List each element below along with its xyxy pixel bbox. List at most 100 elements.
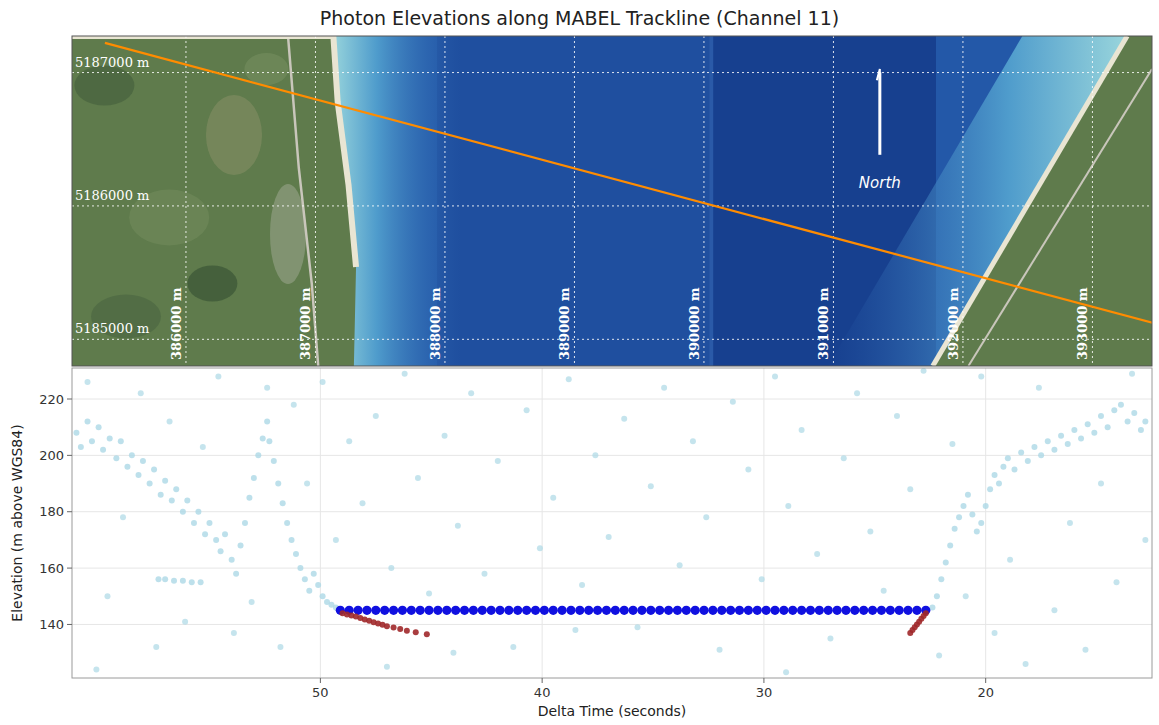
photon-point — [759, 576, 765, 582]
y-grid-line — [72, 511, 1152, 512]
photon-point — [611, 606, 620, 615]
photon-point — [504, 606, 513, 615]
photon-point — [779, 606, 788, 615]
photon-point — [996, 481, 1002, 487]
photon-point — [404, 628, 410, 634]
photon-point — [373, 413, 379, 419]
north-arrow — [878, 72, 881, 155]
photon-point — [162, 478, 168, 484]
easting-label: 388000 m — [428, 287, 443, 360]
photon-point — [1091, 430, 1097, 436]
easting-label: 391000 m — [816, 287, 831, 360]
image-seam — [709, 36, 713, 366]
photon-point — [158, 492, 164, 498]
photon-point — [233, 571, 239, 577]
photon-point — [978, 520, 984, 526]
photon-point — [151, 466, 157, 472]
photon-point — [302, 576, 308, 582]
photon-point — [1071, 427, 1077, 433]
photon-point — [442, 606, 451, 615]
photon-point — [315, 582, 321, 588]
photon-point — [1038, 452, 1044, 458]
photon-point — [785, 503, 791, 509]
photon-point — [189, 579, 195, 585]
photon-point — [1005, 455, 1011, 461]
photon-point — [229, 557, 235, 563]
y-tick — [67, 568, 72, 569]
photon-point — [974, 528, 980, 534]
road — [968, 69, 1152, 366]
photon-point — [923, 610, 929, 616]
photon-point — [73, 430, 79, 436]
land-texture — [270, 184, 306, 284]
photon-point — [832, 606, 841, 615]
photon-point — [983, 503, 989, 509]
photon-point — [231, 630, 237, 636]
photon-point — [1007, 557, 1013, 563]
photon-point — [424, 606, 433, 615]
photon-point — [1025, 458, 1031, 464]
north-label: North — [859, 174, 901, 192]
plot-background — [72, 368, 1152, 678]
photon-point — [1051, 607, 1057, 613]
x-tick-label: 40 — [534, 685, 551, 700]
photon-point — [1078, 435, 1084, 441]
photon-point — [550, 495, 556, 501]
photon-point — [362, 606, 371, 615]
image-tile — [437, 36, 709, 366]
land-texture — [244, 53, 288, 85]
photon-point — [1012, 466, 1018, 472]
photon-point — [426, 590, 432, 596]
photon-point — [969, 512, 975, 518]
photon-point — [661, 385, 667, 391]
photon-point — [841, 455, 847, 461]
series-0 — [85, 368, 1149, 675]
chart-title: Photon Elevations along MABEL Trackline … — [320, 7, 839, 29]
photon-point — [921, 368, 927, 374]
photon-point — [180, 578, 186, 584]
axes: 50403020140160180200220Delta Time (secon… — [9, 392, 994, 720]
photon-point — [814, 551, 820, 557]
photon-point — [960, 503, 966, 509]
photon-point — [96, 424, 102, 430]
photon-point — [963, 593, 969, 599]
photon-point — [854, 390, 860, 396]
map-labels: 386000 m387000 m388000 m389000 m390000 m… — [75, 55, 1090, 360]
photon-point — [978, 373, 984, 379]
easting-label: 390000 m — [687, 287, 702, 360]
photon-point — [938, 576, 944, 582]
road — [288, 36, 318, 366]
photon-point — [384, 623, 390, 629]
photon-point — [691, 606, 700, 615]
photon-point — [297, 565, 303, 571]
photon-point — [291, 402, 297, 408]
photon-point — [200, 444, 206, 450]
photon-point — [1065, 441, 1071, 447]
photon-point — [859, 606, 868, 615]
x-axis-title: Delta Time (seconds) — [538, 703, 687, 719]
photon-point — [806, 606, 815, 615]
y-tick-label: 180 — [39, 504, 64, 519]
photon-point — [371, 606, 380, 615]
northing-label: 5185000 m — [75, 321, 149, 336]
photon-point — [745, 466, 751, 472]
northing-label: 5187000 m — [75, 55, 149, 70]
photon-point — [1118, 402, 1124, 408]
photon-point — [264, 385, 270, 391]
photon-point — [673, 606, 682, 615]
photon-point — [104, 593, 110, 599]
north-arrow-head — [877, 69, 880, 80]
photon-point — [886, 606, 895, 615]
photon-point — [424, 631, 430, 637]
photon-point — [841, 606, 850, 615]
photon-point — [815, 606, 824, 615]
photon-point — [495, 606, 504, 615]
water — [72, 36, 1152, 366]
x-tick-label: 20 — [977, 685, 994, 700]
map-grid-line — [72, 339, 1152, 340]
photon-point — [413, 629, 419, 635]
photon-point — [162, 576, 168, 582]
photon-point — [1000, 464, 1006, 470]
photon-point — [389, 606, 398, 615]
map-grid-line — [962, 36, 963, 366]
